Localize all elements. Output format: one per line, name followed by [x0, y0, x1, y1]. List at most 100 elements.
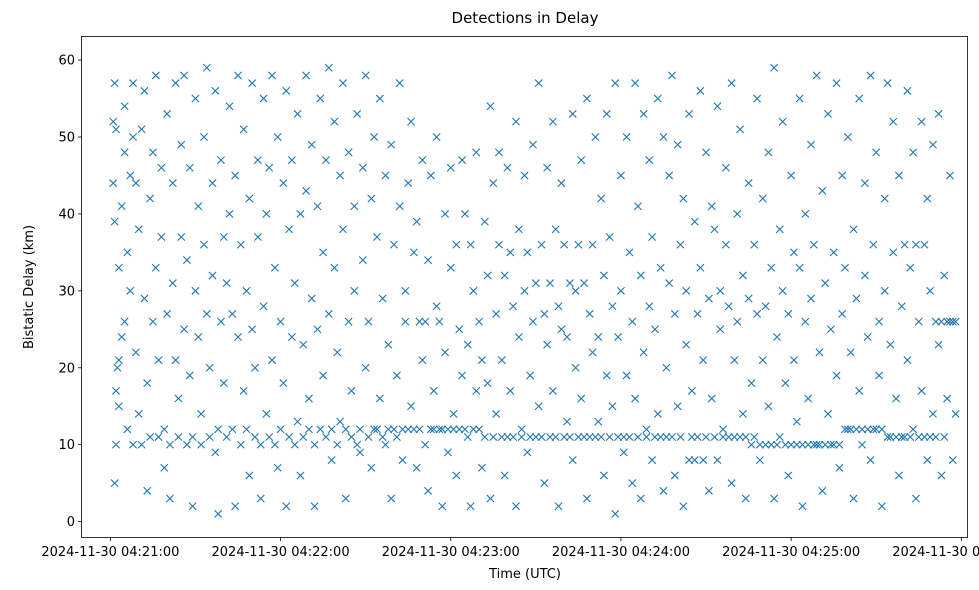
data-point [449, 425, 458, 434]
data-point [316, 425, 325, 434]
data-point [253, 156, 262, 165]
data-point [679, 194, 688, 203]
data-point [370, 425, 379, 434]
data-point [622, 371, 631, 380]
data-point [273, 463, 282, 472]
data-point [299, 433, 308, 441]
data-point [784, 471, 793, 480]
data-point [290, 279, 299, 288]
data-point [123, 248, 132, 257]
data-point [934, 109, 943, 118]
data-point [940, 433, 949, 441]
data-point [909, 148, 918, 157]
data-point [880, 286, 889, 295]
data-point [276, 317, 285, 326]
data-point [755, 440, 764, 449]
data-point [426, 425, 435, 434]
x-axis-ticks: 2024-11-30 04:21:00 2024-11-30 04:22:00 20… [41, 537, 979, 560]
data-point [616, 171, 625, 180]
data-point [131, 179, 140, 188]
data-point [685, 109, 694, 118]
data-point [650, 433, 659, 441]
data-point [140, 294, 149, 303]
data-point [375, 94, 384, 103]
data-point [614, 433, 623, 441]
data-point [134, 409, 143, 418]
x-tick-label: 2024-11-30 04:25:00 [722, 545, 860, 560]
data-point [466, 240, 475, 249]
y-axis-ticks: 0 10 20 30 40 50 60 [58, 54, 82, 530]
data-point [540, 479, 549, 488]
data-point [404, 425, 413, 434]
data-point [846, 425, 855, 434]
data-point [633, 433, 642, 441]
y-tick-label: 60 [58, 54, 75, 69]
data-point [943, 317, 952, 326]
data-point [741, 433, 750, 441]
data-point [455, 425, 464, 434]
data-point [585, 309, 594, 318]
data-point [191, 94, 200, 103]
data-point [537, 433, 546, 441]
data-point [787, 440, 796, 449]
data-point [721, 163, 730, 172]
data-point [307, 140, 316, 149]
data-point [829, 248, 838, 257]
data-point [594, 333, 603, 341]
data-point [460, 209, 469, 218]
data-point [832, 371, 841, 380]
data-point [463, 433, 472, 441]
data-point [744, 294, 753, 303]
data-point [846, 348, 855, 357]
data-point [188, 433, 197, 441]
data-point [395, 79, 404, 88]
data-point [350, 202, 359, 211]
data-point [251, 433, 260, 441]
data-point [517, 433, 526, 441]
data-point [460, 425, 469, 434]
data-point [719, 433, 728, 441]
data-point [945, 171, 954, 180]
data-point [659, 133, 668, 141]
data-point [863, 333, 872, 341]
data-point [755, 456, 764, 465]
data-point [849, 494, 858, 503]
data-point [923, 194, 932, 203]
data-point [713, 456, 722, 465]
data-point [168, 179, 177, 188]
data-point [778, 117, 787, 126]
data-point [792, 440, 801, 449]
data-point [435, 425, 444, 434]
data-point [668, 433, 676, 441]
data-point [727, 479, 736, 488]
data-point [812, 440, 821, 449]
data-point [829, 440, 838, 449]
data-point [781, 440, 790, 449]
data-point [424, 486, 433, 495]
data-point [304, 394, 313, 403]
data-point [531, 433, 540, 441]
data-point [324, 309, 333, 318]
data-point [736, 125, 745, 134]
data-point [599, 271, 608, 280]
data-point [563, 417, 572, 426]
data-point [500, 471, 509, 480]
data-point [721, 240, 730, 249]
data-point [262, 409, 271, 418]
data-point [197, 440, 206, 449]
data-point [296, 471, 305, 480]
data-point [310, 502, 319, 511]
data-point [120, 317, 129, 326]
data-point [489, 179, 498, 188]
data-point [338, 225, 347, 234]
data-point [146, 194, 155, 203]
data-point [628, 479, 637, 488]
data-point [951, 317, 960, 326]
data-point [761, 302, 770, 311]
data-point [358, 163, 367, 172]
data-point [480, 217, 489, 226]
data-point [129, 79, 138, 88]
data-point [293, 109, 302, 118]
data-point [770, 494, 779, 503]
data-point [452, 471, 461, 480]
